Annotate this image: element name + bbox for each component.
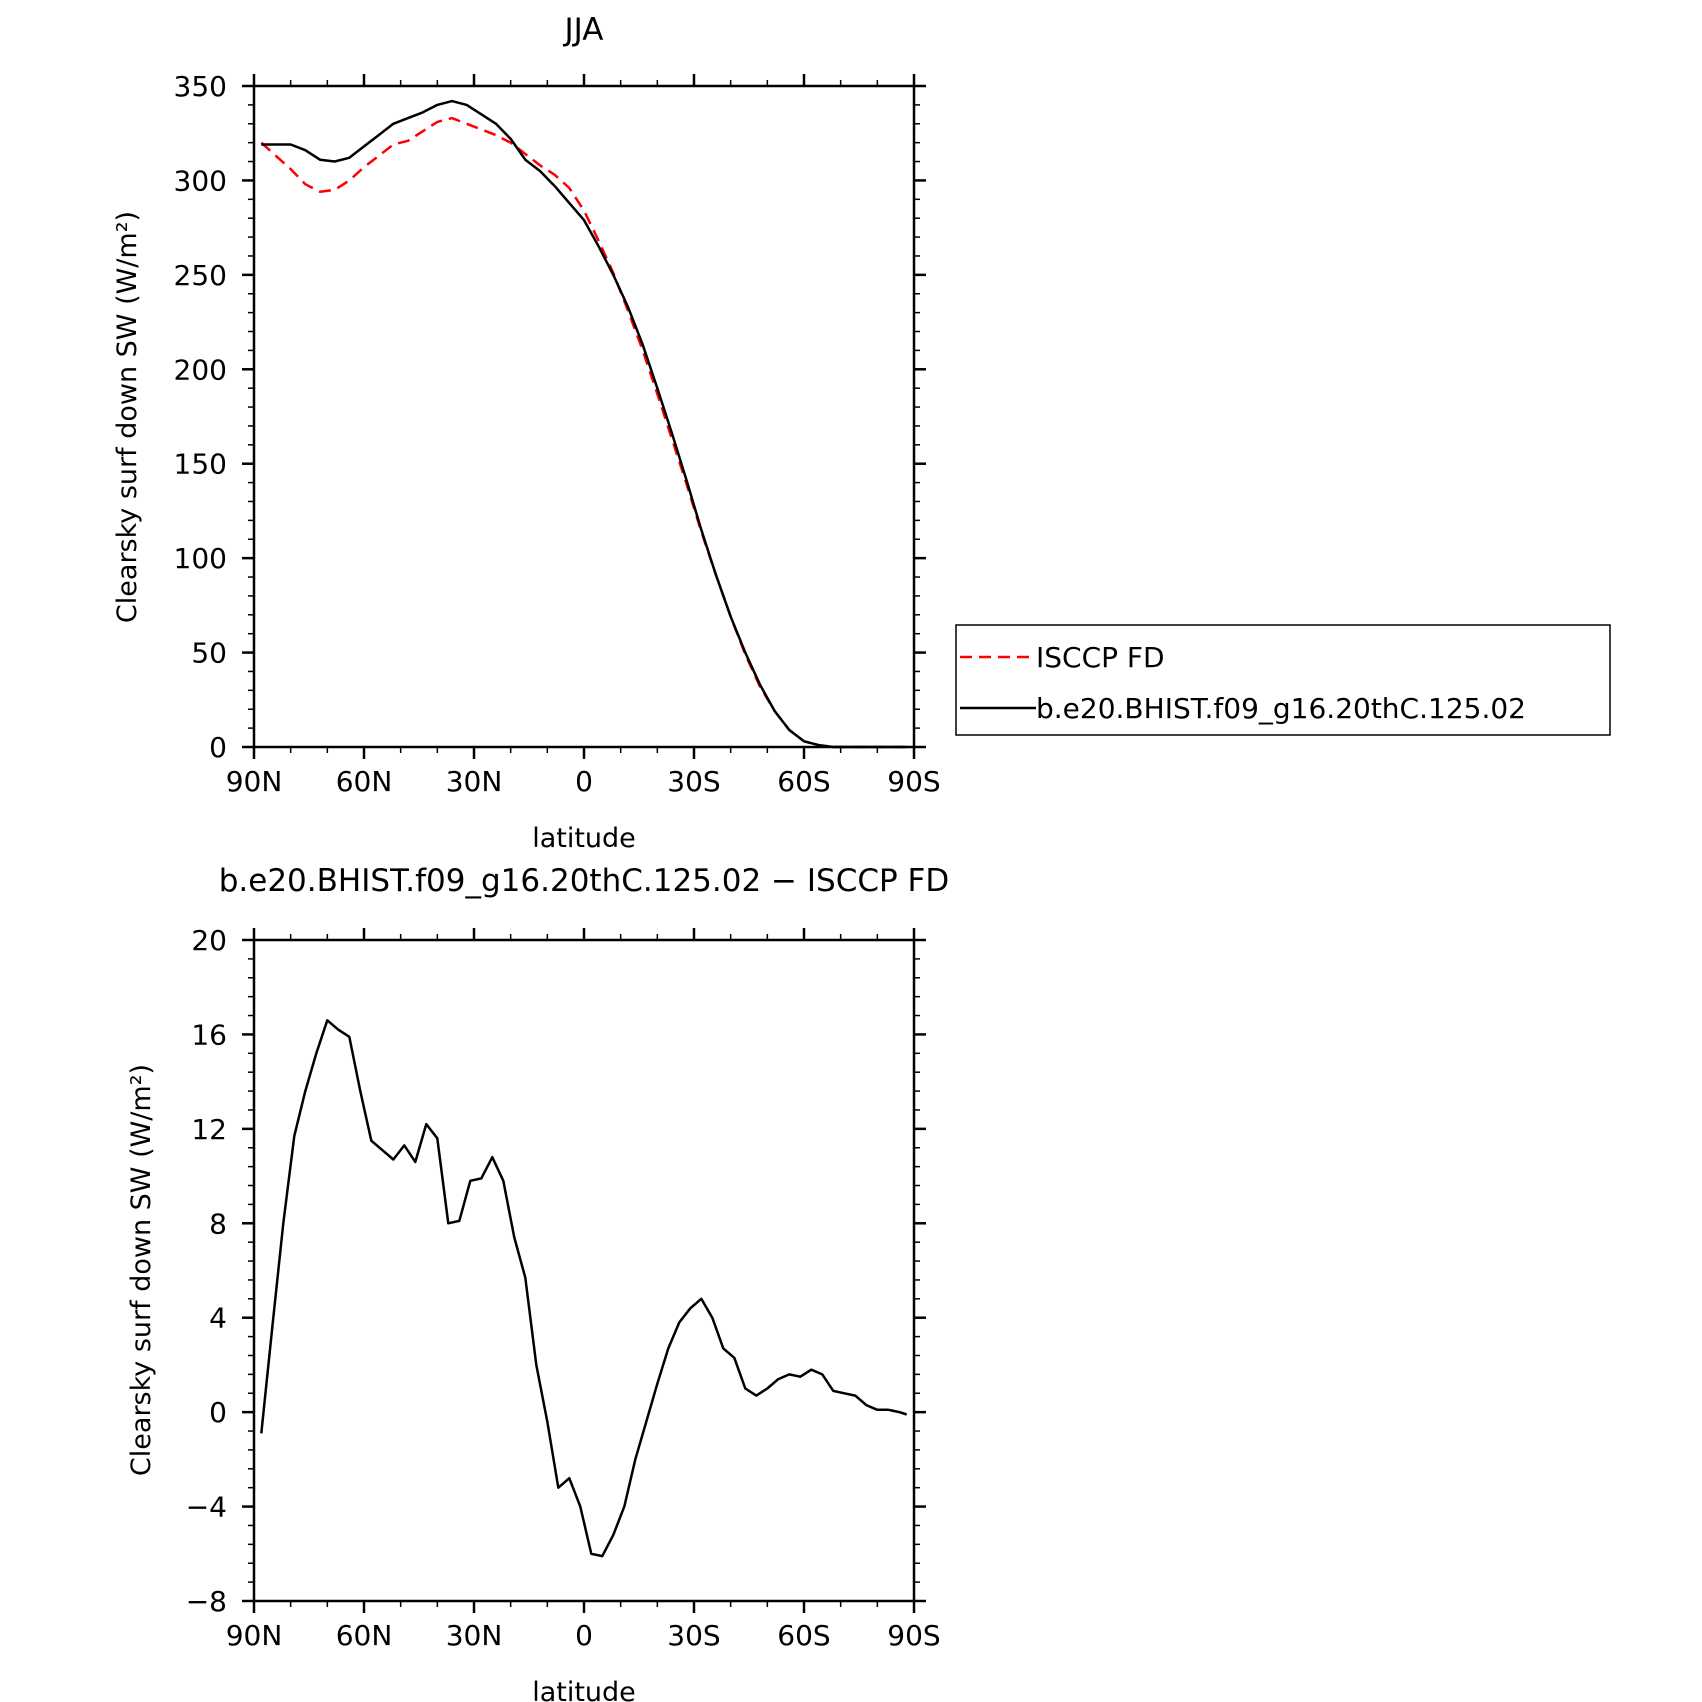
top-y-tick-label: 0 (209, 731, 227, 764)
bottom-y-tick-label: 12 (191, 1113, 227, 1146)
bottom-x-tick-label: 30N (446, 1619, 503, 1652)
top-x-tick-label: 0 (575, 765, 593, 798)
bottom-y-axis-label: Clearsky surf down SW (W/m²) (126, 1064, 157, 1476)
bottom-y-tick-label: 20 (191, 924, 227, 957)
top-y-tick-label: 250 (174, 259, 227, 292)
legend: ISCCP FD b.e20.BHIST.f09_g16.20thC.125.0… (955, 624, 1611, 736)
top-y-axis-label: Clearsky surf down SW (W/m²) (112, 211, 143, 623)
top-x-axis-label: latitude (532, 823, 636, 854)
top-panel: JJA latitude Clearsky surf down SW (W/m²… (112, 12, 941, 854)
top-x-tick-label: 30N (446, 765, 503, 798)
bottom-y-tick-label: 0 (209, 1396, 227, 1429)
top-y-tick-label: 200 (174, 353, 227, 386)
bottom-y-tick-label: 16 (191, 1018, 227, 1051)
legend-label-isccp: ISCCP FD (1036, 641, 1165, 674)
bottom-x-axis-label: latitude (532, 1677, 636, 1702)
bottom-series-line-0 (260, 1019, 908, 1558)
top-plot-frame (252, 84, 916, 749)
bottom-x-tick-label: 30S (667, 1619, 720, 1652)
top-ticks: 90N 60N 30N 0 30S 60S 90S 0 50 100 150 200 250 300 350 (174, 70, 941, 798)
bottom-y-tick-label: −8 (186, 1585, 227, 1618)
bottom-x-tick-label: 90N (226, 1619, 283, 1652)
bottom-y-tick-label: 8 (209, 1207, 227, 1240)
bottom-x-tick-label: 60S (777, 1619, 830, 1652)
top-x-tick-label: 90N (226, 765, 283, 798)
top-x-tick-label: 60N (336, 765, 393, 798)
top-series-line-1 (261, 99, 907, 749)
legend-box (955, 624, 1611, 736)
bottom-x-tick-label: 60N (336, 1619, 393, 1652)
top-series-line-0 (260, 116, 907, 749)
bottom-series-lines (260, 1019, 908, 1558)
top-chart-title: JJA (563, 12, 604, 48)
top-y-tick-label: 50 (191, 637, 227, 670)
bottom-y-tick-label: 4 (209, 1302, 227, 1335)
top-series-lines (260, 99, 907, 749)
legend-label-model: b.e20.BHIST.f09_g16.20thC.125.02 (1036, 692, 1526, 725)
bottom-chart-title: b.e20.BHIST.f09_g16.20thC.125.02 − ISCCP… (219, 863, 950, 899)
bottom-ticks: 90N 60N 30N 0 30S 60S 90S −8 −4 0 4 8 12 16 20 (186, 924, 941, 1652)
top-y-tick-label: 350 (174, 70, 227, 103)
top-x-tick-label: 30S (667, 765, 720, 798)
top-y-tick-label: 100 (174, 542, 227, 575)
bottom-y-tick-label: −4 (186, 1491, 227, 1524)
top-y-tick-label: 150 (174, 448, 227, 481)
bottom-plot-frame (252, 938, 916, 1603)
bottom-panel: b.e20.BHIST.f09_g16.20thC.125.02 − ISCCP… (126, 863, 949, 1702)
top-x-tick-label: 90S (887, 765, 940, 798)
top-y-tick-label: 300 (174, 164, 227, 197)
bottom-x-tick-label: 0 (575, 1619, 593, 1652)
top-x-tick-label: 60S (777, 765, 830, 798)
bottom-x-tick-label: 90S (887, 1619, 940, 1652)
